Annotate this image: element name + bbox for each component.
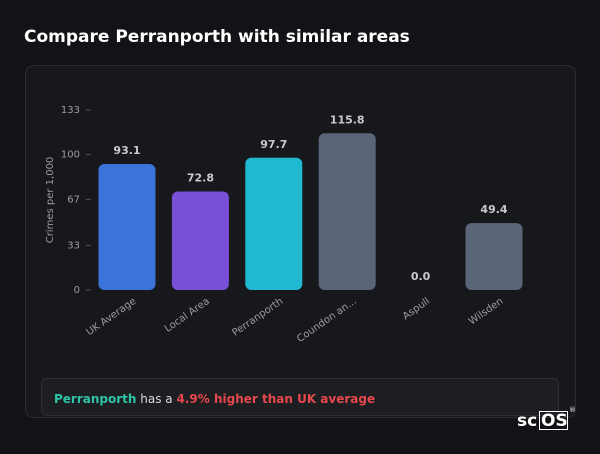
- y-axis-label: Crimes per 1,000: [45, 157, 56, 244]
- value-label: 0.0: [411, 270, 431, 283]
- value-label: 93.1: [113, 144, 140, 157]
- logo-mark: ®: [569, 406, 576, 414]
- logo-prefix: sc: [517, 411, 537, 431]
- summary-text: Perranporth has a 4.9% higher than UK av…: [54, 392, 375, 406]
- logo-box: [539, 411, 568, 430]
- value-label: 115.8: [330, 113, 365, 126]
- value-label: 72.8: [187, 171, 214, 184]
- bar: [171, 191, 229, 290]
- y-tick-label: 0: [74, 285, 80, 296]
- y-tick-label: 67: [67, 194, 80, 205]
- y-tick-label: 133: [61, 105, 80, 116]
- bar: [98, 164, 156, 290]
- summary-area: Perranporth: [54, 392, 136, 406]
- bar: [245, 157, 303, 290]
- y-tick-label: 100: [61, 150, 80, 161]
- value-label: 97.7: [260, 138, 287, 151]
- y-tick-label: 33: [67, 240, 80, 251]
- value-label: 49.4: [480, 203, 507, 216]
- summary-middle: has a: [140, 392, 172, 406]
- logo-boxed: OS: [541, 411, 568, 431]
- bar: [318, 133, 376, 290]
- page-title: Compare Perranporth with similar areas: [24, 27, 410, 47]
- summary-highlight: 4.9% higher than UK average: [177, 392, 376, 406]
- bar: [465, 223, 523, 290]
- summary-box: [41, 378, 559, 416]
